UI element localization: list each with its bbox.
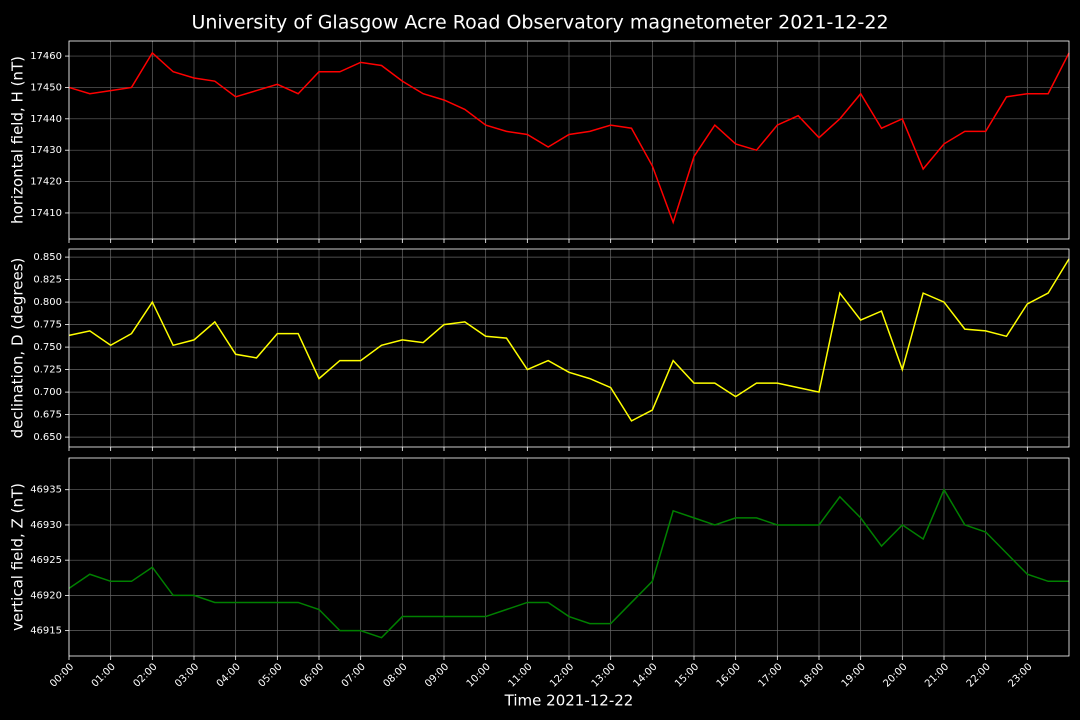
data-line (68, 51, 1070, 225)
y-tick-label: 46915 (30, 626, 62, 637)
figure-title: University of Glasgow Acre Road Observat… (191, 12, 888, 34)
y-tick-label: 17430 (30, 145, 62, 156)
axes-frame (68, 40, 1070, 240)
y-tick-label: 17440 (30, 114, 62, 125)
y-tick-label: 46935 (30, 485, 62, 496)
y-tick-label: 0.725 (33, 365, 62, 376)
y-tick-label: 0.650 (33, 432, 62, 443)
y-tick-label: 17410 (30, 208, 62, 219)
y-tick-label: 46930 (30, 520, 62, 531)
y-axis-label: declination, D (degrees) (9, 258, 27, 439)
axes-frame (68, 248, 1070, 448)
y-tick-label: 17420 (30, 177, 62, 188)
y-tick-label: 0.750 (33, 342, 62, 353)
y-axis-label: vertical field, Z (nT) (9, 483, 27, 631)
data-line (68, 488, 1069, 639)
y-tick-label: 46925 (30, 555, 62, 566)
y-tick-label: 0.825 (33, 275, 62, 286)
data-line (68, 258, 1070, 422)
y-tick-label: 0.775 (33, 320, 62, 331)
x-axis-label: Time 2021-12-22 (504, 692, 634, 710)
y-tick-label: 0.800 (33, 297, 62, 308)
y-tick-label: 0.675 (33, 410, 62, 421)
y-tick-label: 0.700 (33, 387, 62, 398)
y-tick-label: 46920 (30, 590, 62, 601)
y-tick-label: 17450 (30, 82, 62, 93)
y-tick-label: 0.850 (33, 252, 62, 263)
y-tick-label: 17460 (30, 51, 62, 62)
axes-frame (68, 457, 1070, 657)
y-axis-label: horizontal field, H (nT) (9, 56, 27, 224)
